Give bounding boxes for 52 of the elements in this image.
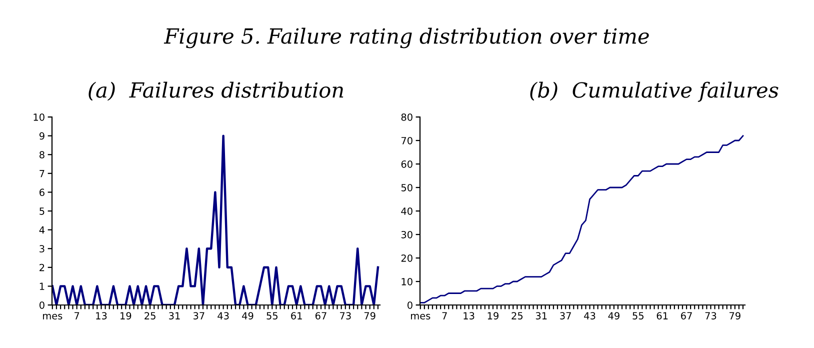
y-tick-label: 20 xyxy=(401,254,412,262)
y-tick-label: 0 xyxy=(40,301,44,309)
chart-title: (a) Failures distribution xyxy=(88,82,344,101)
x-tick-label: 7 xyxy=(74,312,80,320)
y-tick-label: 50 xyxy=(401,184,412,192)
y-tick-label: 2 xyxy=(40,264,44,272)
x-tick-label: 67 xyxy=(681,312,692,320)
x-tick-label: 49 xyxy=(242,312,254,320)
y-tick-label: 30 xyxy=(401,230,412,238)
y-tick-label: 10 xyxy=(34,113,44,121)
x-tick-label: 37 xyxy=(560,312,571,320)
x-tick-label: 25 xyxy=(144,312,156,320)
y-tick-label: 1 xyxy=(40,282,44,290)
x-tick-label: 13 xyxy=(96,312,107,320)
x-tick-label: 73 xyxy=(340,312,351,320)
x-tick-label: 55 xyxy=(266,312,278,320)
x-tick-label: 61 xyxy=(656,312,668,320)
x-tick-label: 55 xyxy=(632,312,644,320)
x-tick-label: 19 xyxy=(488,312,498,320)
y-tick-label: 8 xyxy=(40,151,44,158)
y-tick-label: 9 xyxy=(39,132,44,140)
x-tick-label: 79 xyxy=(730,312,740,320)
x-tick-label: mes xyxy=(411,314,430,320)
x-tick-label: 31 xyxy=(169,312,180,320)
line-series xyxy=(420,135,744,304)
x-tick-label: 13 xyxy=(464,312,474,320)
x-tick-label: 25 xyxy=(512,312,523,320)
y-tick-label: 80 xyxy=(401,113,412,121)
x-tick-label: 43 xyxy=(584,312,596,320)
x-tick-label: 31 xyxy=(536,312,547,320)
x-tick-label: 7 xyxy=(442,312,447,320)
y-tick-label: 6 xyxy=(40,188,44,196)
y-tick-label: 4 xyxy=(39,226,45,234)
x-tick-label: 67 xyxy=(315,312,326,320)
x-tick-label: mes xyxy=(43,314,62,320)
y-tick-label: 3 xyxy=(40,245,44,252)
y-tick-label: 5 xyxy=(40,208,44,215)
caption: Figure 5. Failure rating distribution over time xyxy=(164,28,649,48)
x-tick-label: 61 xyxy=(291,312,302,320)
y-tick-label: 70 xyxy=(401,136,412,144)
y-tick-label: 10 xyxy=(402,278,412,286)
x-tick-label: 43 xyxy=(218,312,229,320)
x-tick-label: 19 xyxy=(120,312,132,320)
y-tick-label: 0 xyxy=(408,301,412,309)
y-tick-label: 7 xyxy=(40,170,44,178)
x-tick-label: 37 xyxy=(193,312,204,320)
y-tick-label: 60 xyxy=(401,160,412,168)
y-tick-label: 40 xyxy=(401,207,412,215)
x-tick-label: 79 xyxy=(364,312,376,320)
chart-title: (b) Cumulative failures xyxy=(530,82,778,102)
x-tick-label: 49 xyxy=(608,312,620,320)
x-tick-label: 73 xyxy=(705,312,716,320)
